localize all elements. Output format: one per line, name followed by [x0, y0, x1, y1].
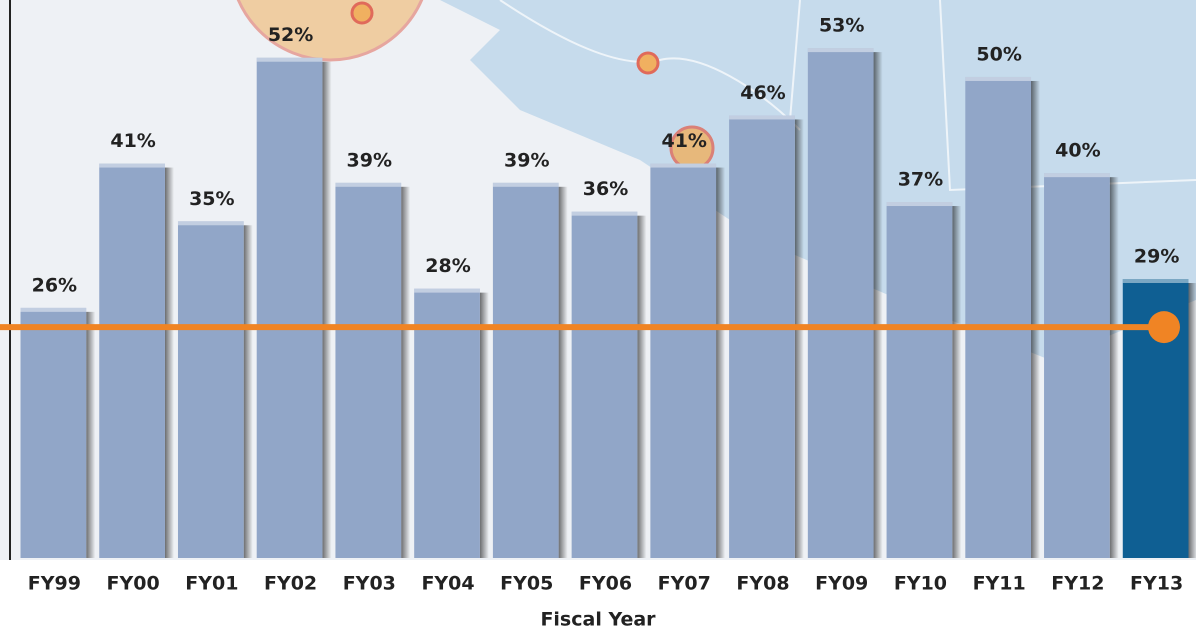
bar-highlight: [177, 221, 244, 226]
value-label: 52%: [268, 24, 313, 46]
x-tick-label: FY10: [894, 573, 947, 595]
value-label: 29%: [1134, 246, 1179, 268]
bar-shadow: [873, 52, 883, 558]
x-tick-label: FY07: [658, 573, 711, 595]
bar-shadow: [1031, 80, 1041, 558]
x-tick-label: FY04: [421, 573, 474, 595]
x-tick-label: FY99: [28, 573, 81, 595]
bar-shadow: [86, 311, 96, 558]
x-tick-label: FY06: [579, 573, 632, 595]
bar-shadow: [401, 186, 411, 559]
bar-highlight: [571, 211, 638, 216]
bar-shadow: [1188, 283, 1196, 558]
bar-shadow: [558, 186, 568, 559]
bar-highlight: [886, 202, 953, 207]
bar-shadow: [322, 61, 332, 559]
bar: [335, 182, 402, 559]
value-label: 41%: [661, 130, 706, 152]
value-label: 50%: [976, 43, 1021, 65]
value-label: 26%: [32, 274, 77, 296]
x-tick-label: FY13: [1130, 573, 1183, 595]
bar: [886, 202, 953, 558]
x-tick-label: FY11: [973, 573, 1026, 595]
bar-shadow: [1109, 177, 1119, 558]
value-label: 40%: [1055, 140, 1100, 162]
bar: [571, 211, 638, 559]
bar-shadow: [794, 119, 804, 558]
bar: [256, 57, 323, 559]
x-tick-label: FY09: [815, 573, 868, 595]
x-tick-label: FY03: [343, 573, 396, 595]
bar: [492, 182, 559, 559]
bar-highlight: [1044, 173, 1110, 178]
value-label: 28%: [425, 255, 470, 277]
x-tick-label: FY08: [736, 573, 789, 595]
bar: [1044, 173, 1110, 558]
value-label: 46%: [740, 82, 785, 104]
bar-highlight: [414, 288, 480, 293]
bar: [965, 76, 1032, 558]
bar-highlight: [20, 307, 87, 312]
bar: [414, 288, 480, 558]
value-label: 35%: [189, 188, 234, 210]
x-tick-label: FY05: [500, 573, 553, 595]
bar-shadow: [637, 215, 647, 559]
x-tick-label: FY12: [1051, 573, 1104, 595]
bar-shadow: [164, 167, 174, 558]
bar: [807, 48, 874, 558]
x-tick-label: FY02: [264, 573, 317, 595]
bar: [650, 163, 717, 558]
x-tick-label: FY01: [185, 573, 238, 595]
value-label: 37%: [898, 169, 943, 191]
bar-highlight: [729, 115, 795, 120]
value-label: 41%: [110, 130, 155, 152]
bar: [99, 163, 165, 558]
value-label: 53%: [819, 15, 864, 37]
bar-highlight: [99, 163, 165, 168]
x-axis-title: Fiscal Year: [540, 609, 656, 631]
bar-shadow: [243, 225, 253, 558]
value-label: 39%: [347, 149, 392, 171]
x-tick-label: FY00: [107, 573, 160, 595]
bar-shadow: [716, 167, 726, 558]
bar-highlight: [1122, 279, 1189, 283]
reference-marker: [1148, 311, 1180, 344]
value-label: 36%: [583, 178, 628, 200]
bar-highlight: [650, 163, 717, 168]
bar-highlight: [335, 182, 402, 187]
bar: [729, 115, 795, 558]
bar-highlight: [492, 182, 559, 187]
bar-shadow: [479, 292, 489, 558]
value-label: 39%: [504, 149, 549, 171]
bar: [20, 307, 87, 558]
bar-shadow: [952, 206, 962, 558]
bar-highlight: [965, 76, 1032, 81]
bar: [177, 221, 244, 558]
bar-highlight: [807, 48, 874, 53]
bar-highlight: [256, 57, 323, 62]
